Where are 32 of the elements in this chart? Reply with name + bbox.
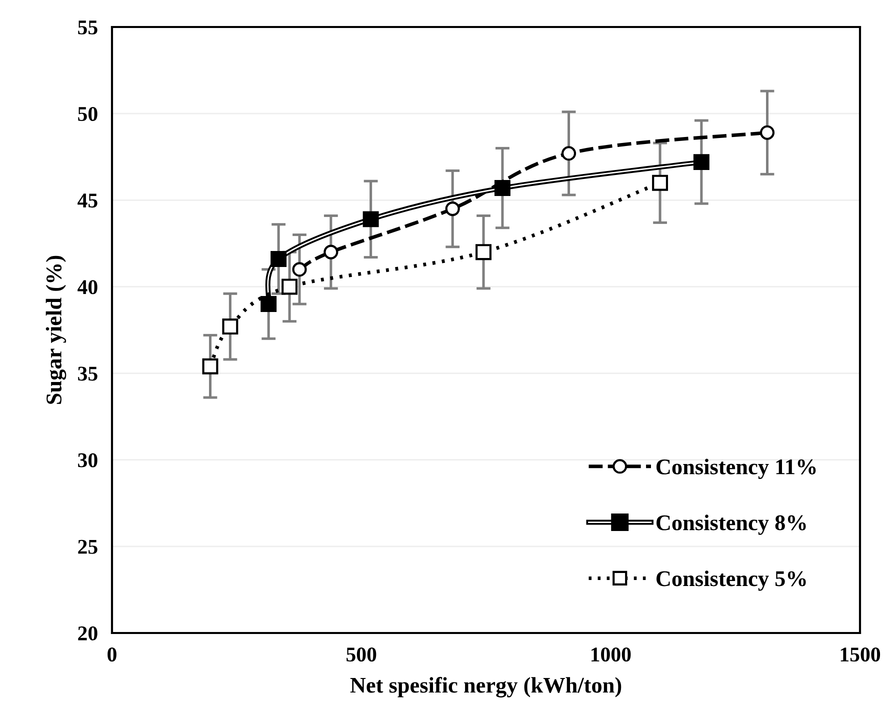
point <box>362 211 379 228</box>
y-tick-label: 45 <box>78 194 98 208</box>
point <box>476 244 492 260</box>
point <box>260 296 277 312</box>
x-tick-label: 1500 <box>840 647 880 662</box>
point <box>324 244 338 260</box>
legend-label: Consistency 8% <box>656 514 806 535</box>
y-tick-label: 55 <box>78 20 98 34</box>
y-tick-label: 35 <box>78 366 98 381</box>
point <box>494 180 510 196</box>
x-tick-label: 500 <box>346 647 376 662</box>
point <box>202 358 218 374</box>
point <box>270 251 287 267</box>
point <box>292 262 307 277</box>
point <box>652 174 668 191</box>
y-axis-title: Sugar yield (%) <box>46 256 66 404</box>
point <box>561 146 576 161</box>
y-tick-label: 20 <box>78 626 98 640</box>
x-axis-title: Net spesific nergy (kWh/ton) <box>350 676 622 698</box>
point <box>693 154 710 170</box>
point <box>445 202 460 216</box>
point <box>760 125 775 140</box>
y-tick-label: 25 <box>78 540 98 554</box>
y-tick-label: 50 <box>78 106 98 122</box>
y-tick-label: 30 <box>78 453 98 468</box>
point <box>282 278 298 295</box>
legend-label: Consistency 5% <box>656 570 806 591</box>
x-tick-label: 0 <box>108 647 116 662</box>
x-tick-label: 1000 <box>592 647 631 662</box>
y-tick-label: 40 <box>78 280 98 294</box>
point <box>222 318 238 335</box>
legend-label: Consistency 11% <box>656 458 816 479</box>
